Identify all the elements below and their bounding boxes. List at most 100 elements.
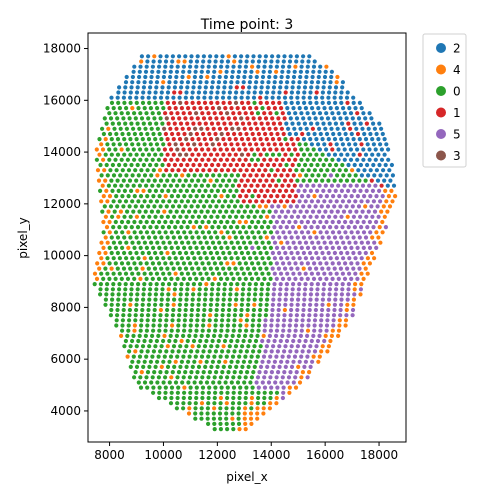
- scatter-point: [272, 287, 277, 292]
- scatter-point: [358, 162, 363, 168]
- scatter-point: [298, 126, 303, 131]
- scatter-point: [188, 323, 193, 328]
- scatter-point: [204, 380, 210, 385]
- scatter-point: [300, 318, 305, 323]
- scatter-point: [226, 313, 231, 318]
- scatter-point: [365, 162, 370, 168]
- scatter-point: [229, 80, 234, 85]
- scatter-point: [116, 188, 121, 193]
- scatter-point: [128, 364, 133, 369]
- scatter-point: [305, 375, 310, 380]
- scatter-point: [274, 147, 279, 152]
- scatter-point: [183, 204, 188, 209]
- scatter-point: [227, 137, 232, 142]
- scatter-point: [229, 106, 234, 111]
- scatter-point: [159, 90, 164, 95]
- scatter-point: [168, 333, 173, 338]
- scatter-point: [183, 178, 188, 183]
- scatter-point: [258, 235, 263, 240]
- scatter-point: [138, 328, 143, 333]
- scatter-point: [244, 131, 249, 137]
- scatter-point: [156, 183, 161, 188]
- scatter-point: [117, 287, 122, 292]
- scatter-point: [192, 359, 197, 364]
- scatter-point: [156, 276, 162, 281]
- scatter-point: [271, 214, 276, 219]
- scatter-point: [260, 80, 265, 85]
- scatter-point: [332, 95, 337, 100]
- scatter-point: [146, 178, 151, 183]
- scatter-point: [306, 323, 311, 328]
- scatter-point: [159, 152, 164, 157]
- scatter-point: [261, 333, 266, 338]
- scatter-point: [301, 95, 306, 100]
- scatter-point: [134, 344, 139, 349]
- scatter-point: [216, 271, 222, 276]
- scatter-point: [156, 157, 161, 162]
- scatter-point: [361, 147, 366, 152]
- scatter-point: [218, 375, 223, 380]
- scatter-point: [260, 106, 265, 111]
- scatter-point: [148, 287, 153, 292]
- scatter-point: [262, 328, 267, 333]
- scatter-point: [124, 240, 129, 245]
- scatter-point: [260, 142, 265, 147]
- scatter-point: [344, 116, 349, 121]
- scatter-point: [309, 162, 314, 168]
- scatter-point: [345, 302, 350, 307]
- scatter-point: [145, 194, 150, 199]
- scatter-point: [182, 328, 187, 333]
- scatter-point: [250, 194, 255, 199]
- scatter-point: [120, 194, 125, 199]
- scatter-point: [326, 152, 331, 157]
- scatter-point: [377, 225, 382, 230]
- scatter-point: [373, 157, 378, 162]
- scatter-point: [111, 199, 116, 204]
- scatter-point: [147, 90, 152, 95]
- scatter-point: [240, 292, 245, 297]
- scatter-point: [143, 69, 149, 74]
- scatter-point: [302, 344, 307, 349]
- scatter-point: [357, 235, 362, 240]
- scatter-point: [250, 328, 255, 333]
- scatter-point: [186, 240, 191, 245]
- scatter-point: [306, 230, 311, 235]
- scatter-point: [157, 390, 162, 395]
- scatter-point: [231, 395, 236, 401]
- scatter-point: [250, 219, 255, 225]
- scatter-point: [283, 266, 288, 271]
- scatter-point: [184, 250, 189, 256]
- scatter-point: [308, 152, 313, 157]
- scatter-point: [325, 204, 331, 209]
- scatter-point: [182, 390, 187, 395]
- scatter-point: [301, 204, 306, 209]
- scatter-point: [243, 421, 248, 426]
- scatter-point: [379, 157, 385, 162]
- scatter-point: [192, 106, 197, 111]
- scatter-point: [315, 292, 320, 297]
- y-tick-label: 10000: [43, 249, 81, 263]
- scatter-point: [232, 131, 237, 137]
- scatter-point: [160, 282, 165, 287]
- scatter-point: [222, 282, 227, 287]
- scatter-point: [146, 204, 151, 209]
- scatter-point: [155, 74, 160, 80]
- scatter-point: [147, 121, 153, 126]
- scatter-point: [185, 282, 190, 287]
- scatter-point: [119, 157, 124, 162]
- scatter-point: [221, 214, 226, 219]
- scatter-point: [206, 395, 211, 401]
- scatter-point: [335, 173, 340, 178]
- scatter-point: [150, 64, 155, 69]
- scatter-point: [147, 188, 152, 193]
- scatter-point: [231, 328, 236, 333]
- scatter-point: [99, 256, 104, 261]
- scatter-point: [313, 95, 319, 100]
- scatter-point: [309, 271, 314, 276]
- scatter-point: [387, 204, 393, 209]
- y-tick-label: 12000: [43, 197, 81, 211]
- scatter-point: [292, 69, 297, 74]
- scatter-point: [227, 297, 232, 302]
- scatter-point: [338, 116, 343, 121]
- scatter-point: [136, 359, 141, 364]
